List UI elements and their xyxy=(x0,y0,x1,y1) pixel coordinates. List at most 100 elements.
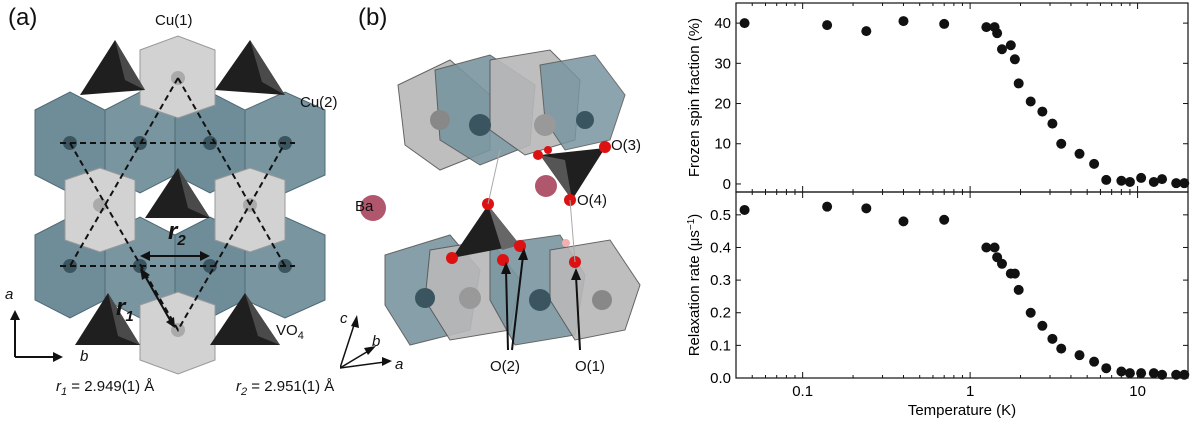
r2-distance-symbol: r xyxy=(236,378,241,395)
r1-distance-subscript: 1 xyxy=(61,386,68,398)
data-point xyxy=(1025,307,1036,318)
o3-label: O(3) xyxy=(611,137,641,154)
r2-arrow xyxy=(140,251,210,261)
upper-vo4-tetrahedron xyxy=(540,148,605,200)
data-point xyxy=(1116,366,1127,377)
data-point xyxy=(1157,174,1168,185)
r1-distance-symbol: r xyxy=(56,378,61,395)
data-point xyxy=(939,214,950,225)
data-point xyxy=(822,201,833,212)
data-point xyxy=(1116,175,1127,186)
y-tick-label: 20 xyxy=(714,96,731,113)
data-point xyxy=(1148,368,1159,379)
lower-oxygen-atoms xyxy=(446,198,581,268)
data-point xyxy=(1124,176,1135,187)
y-tick-label: 0.4 xyxy=(710,239,731,256)
r1-label: r1 xyxy=(116,294,134,325)
relaxation-y-axis-label-exponent: −1 xyxy=(686,218,697,230)
x-tick-label: 10 xyxy=(1129,383,1146,400)
data-point xyxy=(1179,178,1190,189)
x-tick-label: 0.1 xyxy=(792,383,813,400)
y-tick-label: 0.0 xyxy=(710,370,731,387)
panel-a-label: (a) xyxy=(8,4,38,31)
relaxation-y-ticks: 0.0 0.1 0.2 0.3 0.4 0.5 xyxy=(710,207,1188,387)
data-point xyxy=(1047,118,1058,129)
data-point xyxy=(1013,284,1024,295)
data-point xyxy=(992,28,1003,39)
data-point xyxy=(1157,369,1168,380)
y-tick-label: 0.2 xyxy=(710,305,731,322)
r2-subscript: 2 xyxy=(177,231,186,249)
lower-vo4-tetrahedron xyxy=(452,205,520,258)
panel-b-label: (b) xyxy=(358,4,388,31)
upper-atoms xyxy=(430,110,594,136)
data-point xyxy=(996,258,1007,269)
data-point xyxy=(1047,333,1058,344)
data-point xyxy=(1136,172,1147,183)
data-point xyxy=(1171,178,1182,189)
o1-label: O(1) xyxy=(575,358,605,375)
data-point xyxy=(981,22,992,33)
frozen-spin-x-ticks xyxy=(735,3,1189,192)
data-point xyxy=(1101,174,1112,185)
data-point xyxy=(1056,138,1067,149)
relaxation-points xyxy=(739,201,1190,380)
data-point xyxy=(1013,78,1024,89)
relaxation-y-axis-label-close: ) xyxy=(686,214,703,219)
r2-symbol: r xyxy=(168,218,178,245)
vo4-label: VO4 xyxy=(276,322,304,342)
data-point xyxy=(1089,158,1100,169)
r2-distance-subscript: 2 xyxy=(241,386,248,398)
r1-symbol: r xyxy=(116,294,126,321)
axis-a-label-3d: a xyxy=(395,356,404,373)
relaxation-rate-chart: 0.0 0.1 0.2 0.3 0.4 0.5 0.1 1 10 Relaxation rat… xyxy=(686,191,1190,419)
axis-b-label: b xyxy=(80,348,89,365)
kagome-dashed-lines xyxy=(60,77,295,333)
data-point xyxy=(1009,268,1020,279)
axis-b-label-3d: b xyxy=(372,333,381,350)
ba-atom xyxy=(360,195,386,221)
data-point xyxy=(1179,369,1190,380)
data-point xyxy=(989,242,1000,253)
data-point xyxy=(1037,106,1048,117)
y-tick-label: 0.1 xyxy=(710,337,731,354)
data-point xyxy=(861,203,872,214)
r2-label: r2 xyxy=(168,218,186,249)
relaxation-plot-frame xyxy=(735,191,1189,379)
oxygen-pointer-arrows xyxy=(501,248,581,351)
vo4-subscript: 4 xyxy=(297,330,304,342)
temperature-x-axis-label: Temperature (K) xyxy=(908,402,1016,419)
data-point xyxy=(898,216,909,227)
axes-ab xyxy=(10,310,63,362)
data-point xyxy=(822,20,833,31)
data-point xyxy=(1089,356,1100,367)
data-point xyxy=(1005,40,1016,51)
r2-distance-value: = 2.951(1) Å xyxy=(247,378,335,395)
ba-label: Ba xyxy=(355,198,374,215)
y-tick-label: 0.5 xyxy=(710,207,731,224)
frozen-spin-plot-frame xyxy=(735,2,1189,193)
y-tick-label: 40 xyxy=(714,15,731,32)
r1-arrow xyxy=(140,268,175,328)
axes-cba xyxy=(340,315,392,369)
ba-atom-upper xyxy=(535,175,557,197)
data-point xyxy=(1037,320,1048,331)
x-tick-label: 1 xyxy=(966,383,974,400)
axis-a-label: a xyxy=(5,286,14,303)
lower-atoms xyxy=(415,287,612,311)
r2-distance: r2 = 2.951(1) Å xyxy=(236,378,334,398)
data-point xyxy=(1101,363,1112,374)
frozen-spin-y-ticks: 0 10 20 30 40 xyxy=(714,15,1188,193)
upper-octahedra-layer xyxy=(397,49,626,171)
data-point xyxy=(739,18,750,29)
data-point xyxy=(939,18,950,29)
relaxation-y-axis-label-text: Relaxation rate (μs xyxy=(686,230,703,356)
data-point xyxy=(1148,176,1159,187)
data-point xyxy=(739,204,750,215)
frozen-spin-y-axis-label: Frozen spin fraction (%) xyxy=(686,18,703,177)
data-point xyxy=(1056,343,1067,354)
data-point xyxy=(1009,54,1020,65)
data-point xyxy=(981,242,992,253)
cu2-label: Cu(2) xyxy=(300,94,338,111)
